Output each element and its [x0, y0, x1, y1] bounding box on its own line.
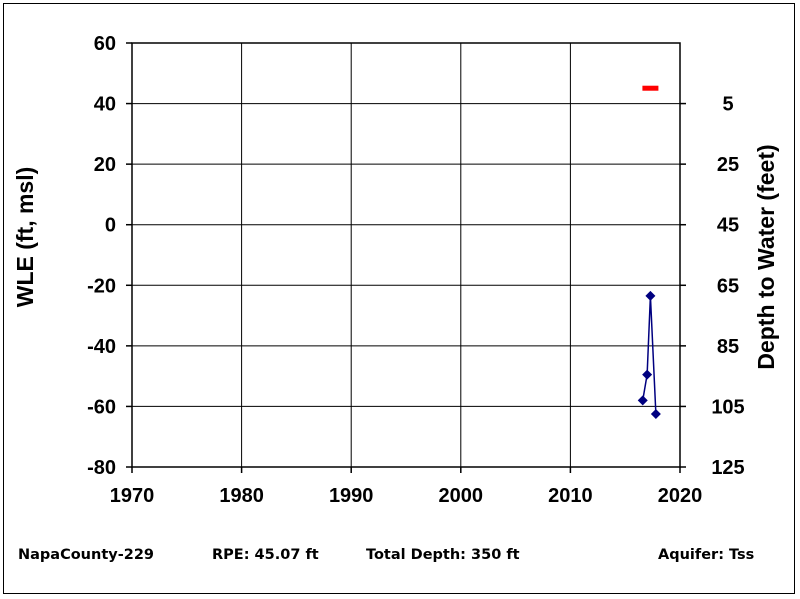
x-tick-label: 1970	[110, 485, 155, 507]
plot-area	[131, 42, 681, 468]
wle-data-point	[637, 395, 648, 406]
y-tick-label: -80	[87, 457, 116, 479]
well-id: NapaCounty-229	[18, 547, 155, 563]
y-axis-title: WLE (ft, msl)	[12, 167, 38, 308]
grid-lines	[131, 42, 681, 468]
wle-series-line	[641, 295, 657, 415]
x-tick-label: 2020	[658, 485, 703, 507]
y2-tick-label: 85	[717, 336, 739, 358]
y-tick-labels: 60 40 20 0 -20 -40 -60 -80	[87, 33, 116, 479]
y-tick-label: 20	[94, 154, 116, 176]
y-tick-label: -60	[87, 396, 116, 418]
x-tick-label: 2000	[439, 485, 484, 507]
y2-tick-label: 105	[711, 396, 744, 418]
aquifer-text: Aquifer: Tss	[658, 547, 755, 563]
y2-tick-label: 25	[717, 154, 739, 176]
rpe-marker	[642, 85, 659, 91]
y2-tick-labels: 5 25 45 65 85 105 125	[711, 94, 744, 479]
wle-data-point	[645, 290, 656, 301]
x-tick-label: 1980	[219, 485, 264, 507]
y-tick-label: -40	[87, 336, 116, 358]
x-tick-label: 1990	[329, 485, 374, 507]
y2-axis-title: Depth to Water (feet)	[753, 144, 779, 369]
y-tick-label: 0	[105, 215, 116, 237]
x-tick-labels: 1970 1980 1990 2000 2010 2020	[110, 485, 703, 507]
y-tick-label: 60	[94, 33, 116, 55]
wle-data-point	[650, 409, 661, 419]
tick-marks	[126, 42, 686, 473]
y2-tick-label: 5	[722, 94, 733, 116]
y2-tick-label: 65	[717, 275, 739, 297]
total-depth-text: Total Depth: 350 ft	[366, 547, 520, 563]
series-layer	[637, 85, 661, 419]
y-tick-label: -20	[87, 275, 116, 297]
x-tick-label: 2010	[548, 485, 593, 507]
chart-frame	[3, 3, 795, 594]
y2-tick-label: 125	[711, 457, 744, 479]
wle-data-point	[642, 369, 653, 380]
y2-tick-label: 45	[717, 215, 739, 237]
rpe-text: RPE: 45.07 ft	[212, 547, 319, 563]
y-tick-label: 40	[94, 94, 116, 116]
